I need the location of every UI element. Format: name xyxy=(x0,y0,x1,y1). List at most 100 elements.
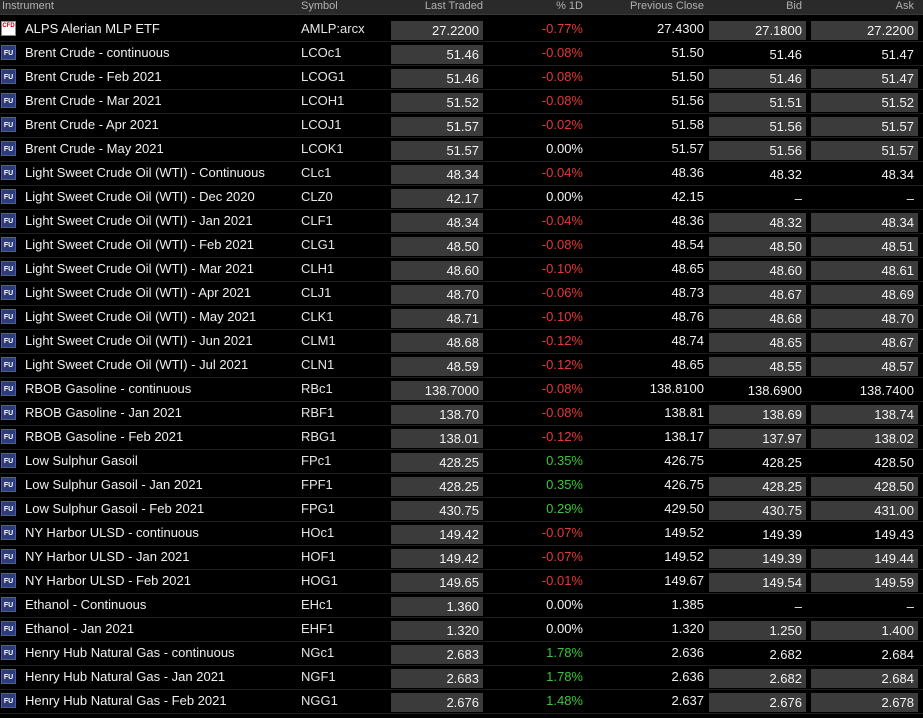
instrument-name[interactable]: Low Sulphur Gasoil xyxy=(25,453,138,468)
column-header-previous-close[interactable]: Previous Close xyxy=(630,0,704,12)
bid-cell[interactable]: 428.25 xyxy=(709,477,806,496)
bid-cell[interactable]: 51.51 xyxy=(709,93,806,112)
ask-cell[interactable]: 48.57 xyxy=(811,357,918,376)
table-row[interactable]: FU Light Sweet Crude Oil (WTI) - Dec 2020… xyxy=(0,185,923,210)
instrument-name[interactable]: Light Sweet Crude Oil (WTI) - Mar 2021 xyxy=(25,261,255,276)
table-row[interactable]: FU Brent Crude - continuous LCOc1 51.46 -0.0… xyxy=(0,41,923,66)
ask-cell[interactable]: 149.59 xyxy=(811,573,918,592)
ask-cell[interactable]: 48.69 xyxy=(811,285,918,304)
table-row[interactable]: FU Light Sweet Crude Oil (WTI) - Jan 2021… xyxy=(0,209,923,234)
ask-cell[interactable]: 138.02 xyxy=(811,429,918,448)
instrument-name[interactable]: Brent Crude - May 2021 xyxy=(25,141,164,156)
ask-cell[interactable]: 428.50 xyxy=(811,477,918,496)
table-row[interactable]: FU Light Sweet Crude Oil (WTI) - Jul 2021… xyxy=(0,353,923,378)
table-row[interactable]: FU Light Sweet Crude Oil (WTI) - Continuo… xyxy=(0,161,923,186)
table-row[interactable]: FU NY Harbor ULSD - Feb 2021 HOG1 149.65 -0.… xyxy=(0,569,923,594)
column-header-instrument[interactable]: Instrument xyxy=(2,0,54,12)
bid-cell[interactable]: – xyxy=(794,599,802,614)
bid-cell[interactable]: 48.67 xyxy=(709,285,806,304)
instrument-name[interactable]: Low Sulphur Gasoil - Feb 2021 xyxy=(25,501,205,516)
ask-cell[interactable]: 431.00 xyxy=(811,501,918,520)
instrument-name[interactable]: Light Sweet Crude Oil (WTI) - Feb 2021 xyxy=(25,237,255,252)
table-row[interactable]: FU NY Harbor ULSD - Jan 2021 HOF1 149.42 -0.… xyxy=(0,545,923,570)
column-header-symbol[interactable]: Symbol xyxy=(301,0,338,12)
bid-cell[interactable]: 51.46 xyxy=(709,69,806,88)
instrument-name[interactable]: Henry Hub Natural Gas - continuous xyxy=(25,645,235,660)
bid-cell[interactable]: 149.39 xyxy=(709,549,806,568)
ask-cell[interactable]: 2.678 xyxy=(811,693,918,712)
bid-cell[interactable]: 430.75 xyxy=(709,501,806,520)
bid-cell[interactable]: 149.39 xyxy=(762,527,802,542)
ask-cell[interactable]: 48.34 xyxy=(811,213,918,232)
instrument-name[interactable]: ALPS Alerian MLP ETF xyxy=(25,21,160,36)
bid-cell[interactable]: 428.25 xyxy=(762,455,802,470)
table-row[interactable]: FU Brent Crude - Mar 2021 LCOH1 51.52 -0.08%… xyxy=(0,89,923,114)
bid-cell[interactable]: 137.97 xyxy=(709,429,806,448)
bid-cell[interactable]: 1.250 xyxy=(709,621,806,640)
bid-cell[interactable]: 48.65 xyxy=(709,333,806,352)
instrument-name[interactable]: Light Sweet Crude Oil (WTI) - Continuous xyxy=(25,165,265,180)
instrument-name[interactable]: Brent Crude - Mar 2021 xyxy=(25,93,162,108)
table-row[interactable]: FU Low Sulphur Gasoil FPc1 428.25 0.35% 426.7… xyxy=(0,449,923,474)
instrument-name[interactable]: Ethanol - Continuous xyxy=(25,597,147,612)
instrument-name[interactable]: Brent Crude - Feb 2021 xyxy=(25,69,162,84)
table-row[interactable]: FU RBOB Gasoline - Feb 2021 RBG1 138.01 -0.1… xyxy=(0,425,923,450)
ask-cell[interactable]: 51.47 xyxy=(881,47,914,62)
bid-cell[interactable]: 2.682 xyxy=(709,669,806,688)
instrument-name[interactable]: Low Sulphur Gasoil - Jan 2021 xyxy=(25,477,203,492)
bid-cell[interactable]: 48.50 xyxy=(709,237,806,256)
instrument-name[interactable]: Light Sweet Crude Oil (WTI) - Apr 2021 xyxy=(25,285,252,300)
table-row[interactable]: FU NY Harbor ULSD - continuous HOc1 149.42 -… xyxy=(0,521,923,546)
bid-cell[interactable]: 149.54 xyxy=(709,573,806,592)
ask-cell[interactable]: 138.74 xyxy=(811,405,918,424)
column-header-ask[interactable]: Ask xyxy=(895,0,914,12)
table-row[interactable]: FU Low Sulphur Gasoil - Jan 2021 FPF1 428.2… xyxy=(0,473,923,498)
instrument-name[interactable]: RBOB Gasoline - Jan 2021 xyxy=(25,405,182,420)
table-row[interactable]: FU Light Sweet Crude Oil (WTI) - Mar 2021… xyxy=(0,257,923,282)
table-row[interactable]: FU Light Sweet Crude Oil (WTI) - May 2021… xyxy=(0,305,923,330)
ask-cell[interactable]: – xyxy=(906,191,914,206)
bid-cell[interactable]: 51.46 xyxy=(769,47,802,62)
ask-cell[interactable]: 51.52 xyxy=(811,93,918,112)
instrument-name[interactable]: NY Harbor ULSD - Feb 2021 xyxy=(25,573,191,588)
ask-cell[interactable]: 48.67 xyxy=(811,333,918,352)
table-row[interactable]: FU Ethanol - Jan 2021 EHF1 1.320 0.00% 1.320 1… xyxy=(0,617,923,642)
bid-cell[interactable]: 48.68 xyxy=(709,309,806,328)
instrument-name[interactable]: Light Sweet Crude Oil (WTI) - Jan 2021 xyxy=(25,213,253,228)
column-header-bid[interactable]: Bid xyxy=(786,0,802,12)
table-row[interactable]: FU Henry Hub Natural Gas - Jan 2021 NGF1 2.… xyxy=(0,665,923,690)
ask-cell[interactable]: 51.57 xyxy=(811,141,918,160)
instrument-name[interactable]: Henry Hub Natural Gas - Jan 2021 xyxy=(25,669,226,684)
bid-cell[interactable]: 48.32 xyxy=(769,167,802,182)
bid-cell[interactable]: 138.69 xyxy=(709,405,806,424)
bid-cell[interactable]: 51.56 xyxy=(709,141,806,160)
table-row[interactable]: CFD ALPS Alerian MLP ETF AMLP:arcx 27.2200 -… xyxy=(0,17,923,42)
ask-cell[interactable]: 149.43 xyxy=(874,527,914,542)
bid-cell[interactable]: 51.56 xyxy=(709,117,806,136)
ask-cell[interactable]: 2.684 xyxy=(811,669,918,688)
table-row[interactable]: FU Light Sweet Crude Oil (WTI) - Feb 2021… xyxy=(0,233,923,258)
table-row[interactable]: FU Henry Hub Natural Gas - continuous NGc1… xyxy=(0,641,923,666)
bid-cell[interactable]: – xyxy=(794,191,802,206)
table-row[interactable]: FU Light Sweet Crude Oil (WTI) - Jun 2021… xyxy=(0,329,923,354)
ask-cell[interactable]: 51.47 xyxy=(811,69,918,88)
instrument-name[interactable]: Brent Crude - Apr 2021 xyxy=(25,117,159,132)
bid-cell[interactable]: 48.60 xyxy=(709,261,806,280)
bid-cell[interactable]: 2.682 xyxy=(769,647,802,662)
ask-cell[interactable]: 48.70 xyxy=(811,309,918,328)
ask-cell[interactable]: 27.2200 xyxy=(811,21,918,40)
instrument-name[interactable]: Light Sweet Crude Oil (WTI) - Jun 2021 xyxy=(25,333,253,348)
ask-cell[interactable]: 2.684 xyxy=(881,647,914,662)
ask-cell[interactable]: 428.50 xyxy=(874,455,914,470)
ask-cell[interactable]: 51.57 xyxy=(811,117,918,136)
table-row[interactable]: FU Low Sulphur Gasoil - Feb 2021 FPG1 430.7… xyxy=(0,497,923,522)
instrument-name[interactable]: Ethanol - Jan 2021 xyxy=(25,621,135,636)
bid-cell[interactable]: 2.676 xyxy=(709,693,806,712)
table-row[interactable]: FU Light Sweet Crude Oil (WTI) - Apr 2021… xyxy=(0,281,923,306)
table-row[interactable]: FU Brent Crude - Feb 2021 LCOG1 51.46 -0.08%… xyxy=(0,65,923,90)
instrument-name[interactable]: Light Sweet Crude Oil (WTI) - Jul 2021 xyxy=(25,357,249,372)
instrument-name[interactable]: RBOB Gasoline - Feb 2021 xyxy=(25,429,184,444)
bid-cell[interactable]: 138.6900 xyxy=(747,383,802,398)
bid-cell[interactable]: 48.55 xyxy=(709,357,806,376)
table-row[interactable]: FU Henry Hub Natural Gas - Feb 2021 NGG1 2.… xyxy=(0,689,923,714)
